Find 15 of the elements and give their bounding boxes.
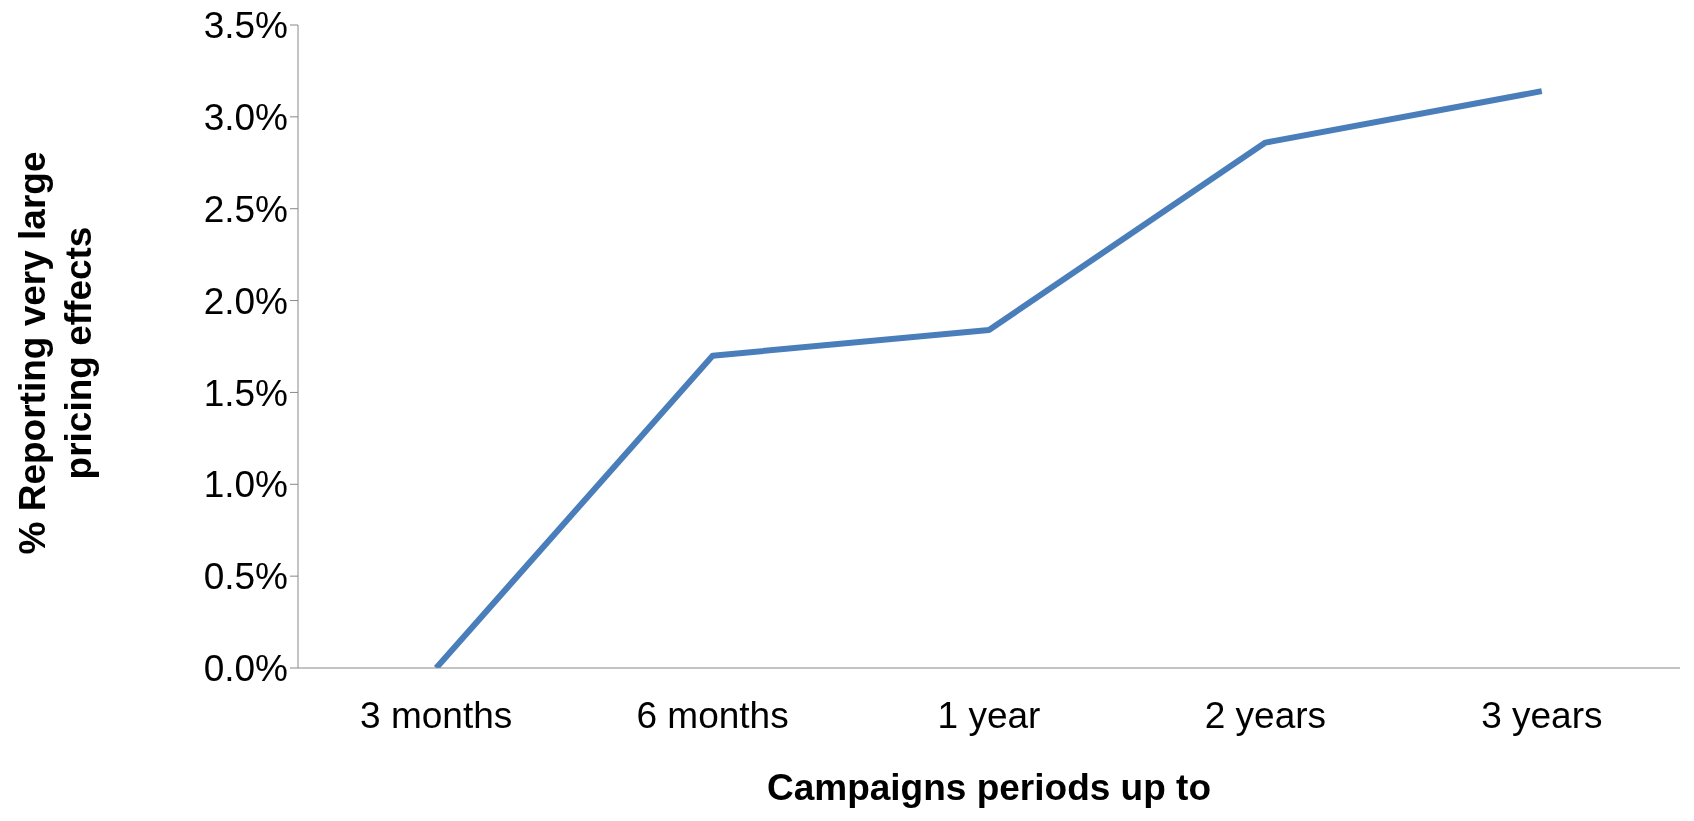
- y-tick-label: 2.0%: [203, 280, 288, 322]
- y-tick-label: 3.5%: [203, 5, 288, 47]
- y-tick-label: 1.5%: [203, 372, 288, 414]
- x-tick-label: 6 months: [636, 695, 789, 737]
- y-tick-label: 2.5%: [203, 188, 288, 230]
- y-tick-label: 0.0%: [203, 648, 288, 690]
- x-tick-label: 1 year: [937, 695, 1041, 737]
- y-tick-label: 1.0%: [203, 464, 288, 506]
- y-tick-label: 0.5%: [203, 556, 288, 598]
- y-axis-title: % Reporting very large pricing effects: [11, 150, 100, 557]
- x-tick-label: 3 months: [360, 695, 513, 737]
- x-tick-label: 3 years: [1481, 695, 1603, 737]
- x-axis-title: Campaigns periods up to: [766, 767, 1212, 808]
- y-tick-label: 3.0%: [203, 96, 288, 138]
- x-tick-label: 2 years: [1204, 695, 1327, 737]
